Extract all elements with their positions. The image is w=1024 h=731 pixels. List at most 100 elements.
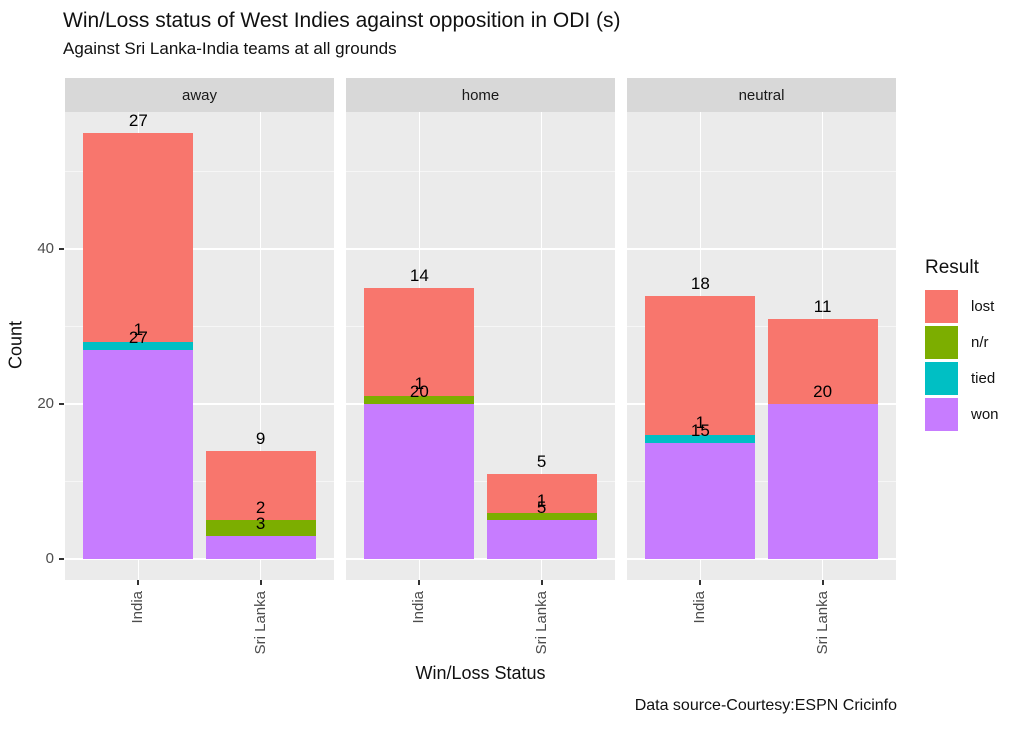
bar-segment-lost xyxy=(83,132,194,343)
gridline-major xyxy=(346,403,615,405)
x-tick-mark xyxy=(259,580,262,585)
legend-entries: lost n/r tied won xyxy=(925,290,999,431)
bar-value-label: 18 xyxy=(690,273,710,293)
legend-entry-label: n/r xyxy=(971,334,989,351)
chart-subtitle: Against Sri Lanka-India teams at all gro… xyxy=(63,39,397,58)
gridline-major xyxy=(627,558,896,560)
legend-entry-label: tied xyxy=(971,370,996,387)
bar-segment-lost xyxy=(645,295,756,435)
legend-key-swatch xyxy=(925,290,958,323)
gridline-minor xyxy=(65,171,334,172)
x-tick-label: Sri Lanka xyxy=(251,591,269,655)
gridline-minor xyxy=(627,481,896,482)
chart-caption: Data source-Courtesy:ESPN Cricinfo xyxy=(634,697,897,714)
bar-value-label: 27 xyxy=(128,112,148,130)
bar-segment-won xyxy=(205,535,316,560)
x-tick-label: India xyxy=(410,591,428,624)
gridline-minor xyxy=(65,326,334,327)
gridline-minor xyxy=(65,481,334,482)
facet-panel: 20 1 14 5 1 5 xyxy=(346,112,615,580)
x-tick-label: India xyxy=(129,591,147,624)
bar-value-label: 20 xyxy=(813,382,833,401)
bar-value-label: 11 xyxy=(813,296,832,316)
y-tick-mark xyxy=(59,403,64,405)
facet-strip: neutral xyxy=(627,78,896,112)
facet-away: away 27 1 27 3 2 9 xyxy=(65,78,334,580)
x-tick-mark xyxy=(418,580,421,585)
facet-panel: 15 1 18 20 11 xyxy=(627,112,896,580)
legend-entry-lost: lost xyxy=(925,290,999,323)
facet-neutral: neutral 15 1 18 20 11 xyxy=(627,78,896,580)
gridline-minor xyxy=(627,326,896,327)
bar-segment-nr xyxy=(205,520,316,536)
y-tick-mark xyxy=(59,558,64,560)
x-tick-mark xyxy=(699,580,702,585)
gridline-minor xyxy=(346,326,615,327)
gridline-vertical xyxy=(259,112,262,580)
bar-value-label: 27 xyxy=(128,327,148,347)
x-tick-label: India xyxy=(691,591,709,624)
x-tick-label: Sri Lanka xyxy=(532,591,550,655)
gridline-major xyxy=(627,248,896,250)
bar-value-label: 3 xyxy=(255,513,266,533)
legend-entry-won: won xyxy=(925,398,999,431)
bar-segment-lost xyxy=(486,473,597,513)
bar-segment-tied xyxy=(645,435,756,443)
bar-segment-nr xyxy=(364,396,475,405)
facet-strip: home xyxy=(346,78,615,112)
legend-entry-tied: tied xyxy=(925,362,999,395)
x-tick-mark xyxy=(540,580,543,585)
y-axis-title: Count xyxy=(5,320,26,370)
facet-panel: 27 1 27 3 2 9 xyxy=(65,112,334,580)
x-axis-title: Win/Loss Status xyxy=(415,663,546,683)
bar-segment-lost xyxy=(364,287,475,397)
gridline-major xyxy=(627,403,896,405)
x-tick-label: Sri Lanka xyxy=(813,591,831,655)
bar-segment-lost xyxy=(205,450,316,521)
chart-title: Win/Loss status of West Indies against o… xyxy=(63,9,621,32)
y-tick-label: 20 xyxy=(37,395,54,412)
bar-value-label: 1 xyxy=(695,413,706,432)
bar-segment-lost xyxy=(767,318,878,405)
bar-value-label: 9 xyxy=(255,428,266,448)
bar-segment-tied xyxy=(83,342,194,350)
legend-key-swatch xyxy=(925,326,958,359)
facet-strip: away xyxy=(65,78,334,112)
legend: Result lost n/r tied won xyxy=(925,257,999,434)
gridline-major xyxy=(346,248,615,250)
gridline-major xyxy=(65,558,334,560)
facet-home: home 20 1 14 5 1 5 xyxy=(346,78,615,580)
bar-value-label: 1 xyxy=(133,320,144,339)
bar-value-label: 14 xyxy=(409,265,429,285)
bar-segment-won xyxy=(83,349,194,560)
legend-key-swatch xyxy=(925,398,958,431)
legend-key-swatch xyxy=(925,362,958,395)
y-tick-mark xyxy=(59,248,64,250)
legend-title: Result xyxy=(925,257,979,278)
bar-value-label: 1 xyxy=(414,374,425,394)
bar-value-label: 1 xyxy=(536,490,547,510)
gridline-minor xyxy=(346,481,615,482)
gridline-vertical xyxy=(540,112,543,580)
legend-entry-label: won xyxy=(971,406,999,423)
bar-segment-won xyxy=(364,404,475,559)
x-tick-mark xyxy=(137,580,140,585)
legend-entry-label: lost xyxy=(971,298,995,315)
bar-segment-won xyxy=(645,442,756,560)
bar-value-label: 20 xyxy=(409,382,429,401)
bar-segment-nr xyxy=(486,512,597,521)
bar-value-label: 5 xyxy=(536,451,547,471)
bar-value-label: 2 xyxy=(255,498,266,518)
bar-segment-won xyxy=(486,520,597,560)
bar-value-label: 15 xyxy=(690,420,710,440)
bar-segment-won xyxy=(767,404,878,559)
gridline-major xyxy=(65,248,334,250)
gridline-minor xyxy=(346,171,615,172)
gridline-minor xyxy=(627,171,896,172)
y-tick-label: 0 xyxy=(45,550,54,567)
x-tick-mark xyxy=(821,580,824,585)
gridline-major xyxy=(346,558,615,560)
legend-entry-nr: n/r xyxy=(925,326,999,359)
y-tick-label: 40 xyxy=(37,240,54,257)
